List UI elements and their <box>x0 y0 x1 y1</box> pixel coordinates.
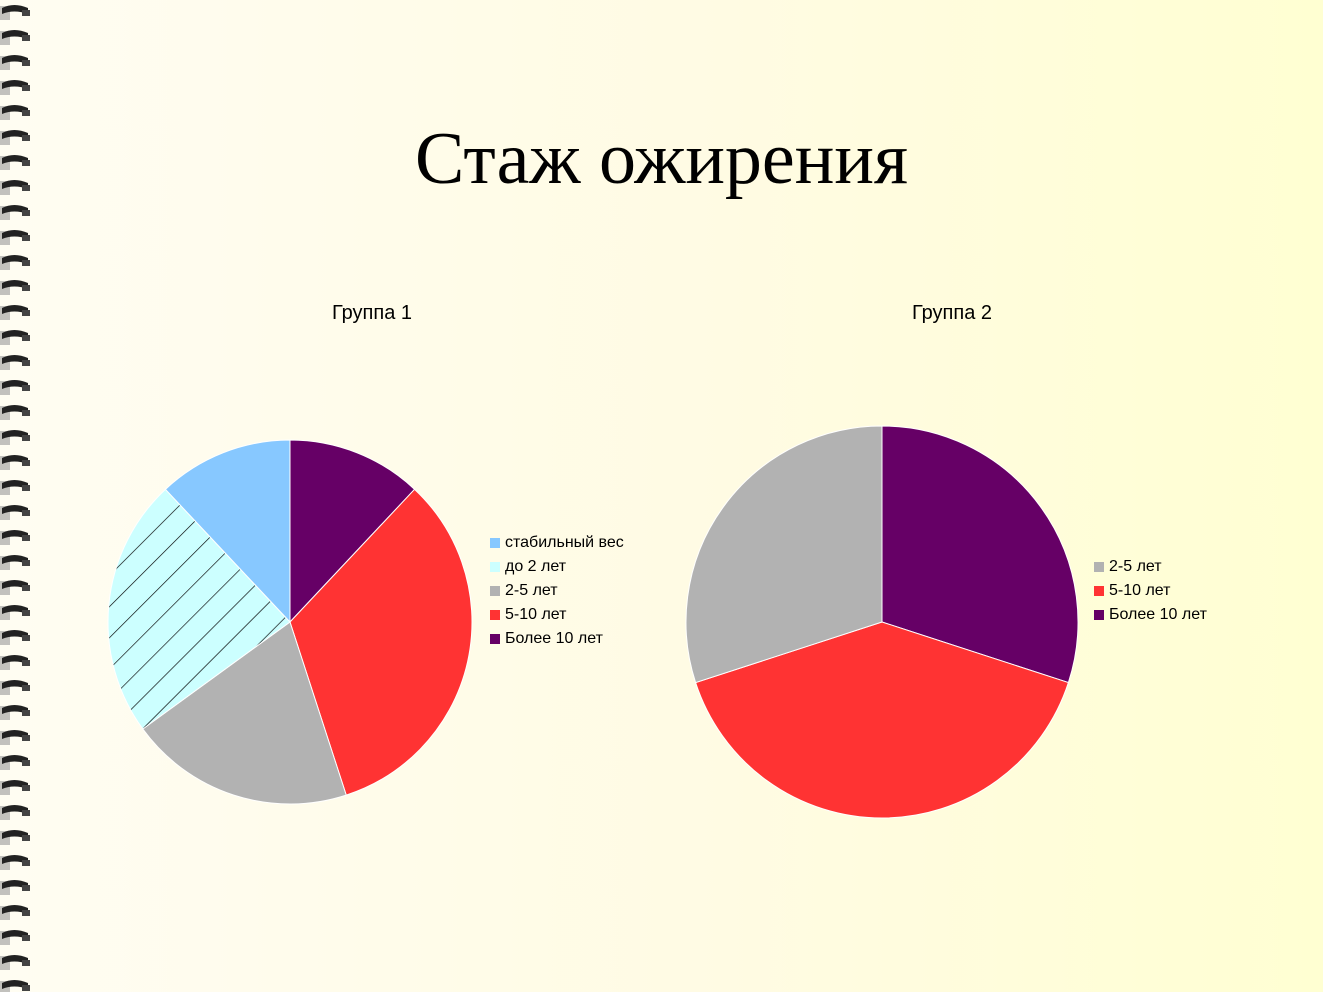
legend-label: стабильный вес <box>505 534 624 551</box>
pie-slice-1-2 <box>107 488 291 730</box>
legend-item: стабильный вес <box>490 531 624 555</box>
legend-item: 2-5 лет <box>1094 555 1207 579</box>
legend-swatch <box>490 634 500 644</box>
legend-item: Более 10 лет <box>490 627 624 651</box>
legend-swatch <box>1094 610 1104 620</box>
legend-item: 2-5 лет <box>490 579 624 603</box>
legend-swatch <box>1094 562 1104 572</box>
pie-slice-2-1 <box>685 425 883 684</box>
legend-swatch <box>490 586 500 596</box>
legend-item: 5-10 лет <box>490 603 624 627</box>
pie-slice-1-4 <box>289 488 473 796</box>
legend-label: Более 10 лет <box>505 630 603 647</box>
legend-swatch <box>1094 586 1104 596</box>
pie-chart-group-2 <box>685 425 1079 819</box>
legend-label: 5-10 лет <box>1109 582 1171 599</box>
pie-chart-group-1 <box>107 439 473 805</box>
pie-slice-1-1 <box>164 439 291 624</box>
legend-swatch <box>490 610 500 620</box>
legend-label: 2-5 лет <box>1109 558 1162 575</box>
legend-group-2: 2-5 лет 5-10 лет Более 10 лет <box>1094 555 1207 627</box>
legend-item: Более 10 лет <box>1094 603 1207 627</box>
legend-label: Более 10 лет <box>1109 606 1207 623</box>
pie-slice-2-2 <box>694 621 1070 819</box>
pie-slice-2-3 <box>881 425 1079 684</box>
legend-group-1: стабильный вес до 2 лет 2-5 лет 5-10 лет Бол… <box>490 531 624 651</box>
legend-label: до 2 лет <box>505 558 567 575</box>
legend-swatch <box>490 538 500 548</box>
spiral-binding <box>0 5 30 992</box>
slide-title: Стаж ожирения <box>414 118 909 200</box>
legend-label: 2-5 лет <box>505 582 558 599</box>
legend-swatch <box>490 562 500 572</box>
legend-item: 5-10 лет <box>1094 579 1207 603</box>
pie-slice-1-5 <box>289 439 416 624</box>
legend-item: до 2 лет <box>490 555 624 579</box>
pie-slice-1-3 <box>142 621 347 805</box>
chart-title-group-1: Группа 1 <box>331 302 413 324</box>
chart-title-group-2: Группа 2 <box>911 302 993 324</box>
legend-label: 5-10 лет <box>505 606 567 623</box>
